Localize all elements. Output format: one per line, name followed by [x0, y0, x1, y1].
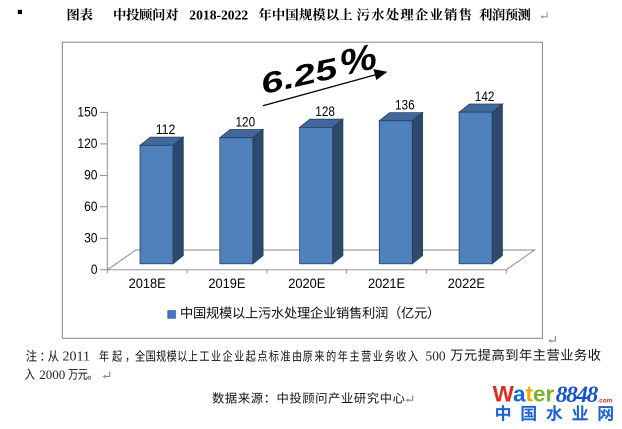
svg-text:112: 112	[156, 122, 176, 138]
svg-text:136: 136	[395, 97, 415, 113]
svg-text:150: 150	[77, 105, 97, 121]
svg-text:Water: Water	[493, 381, 555, 406]
svg-text:2022E: 2022E	[448, 276, 485, 292]
svg-text:2021E: 2021E	[368, 276, 405, 292]
svg-text:30: 30	[84, 230, 97, 246]
svg-text:2011: 2011	[63, 350, 90, 365]
svg-text:142: 142	[475, 89, 495, 105]
svg-text:60: 60	[84, 199, 97, 215]
svg-text:2020E: 2020E	[288, 276, 325, 292]
svg-text:128: 128	[315, 104, 335, 120]
svg-text:500: 500	[426, 349, 446, 364]
svg-text:120: 120	[77, 136, 97, 152]
svg-text:2019E: 2019E	[208, 276, 245, 292]
svg-text:.com: .com	[597, 397, 613, 404]
svg-text:2018-2022: 2018-2022	[189, 8, 248, 23]
svg-text:90: 90	[84, 168, 97, 184]
svg-text:2000: 2000	[39, 367, 65, 382]
svg-text:8848: 8848	[556, 382, 599, 408]
svg-text:120: 120	[236, 114, 256, 130]
svg-text:2018E: 2018E	[129, 276, 166, 292]
svg-text:0: 0	[91, 262, 98, 278]
